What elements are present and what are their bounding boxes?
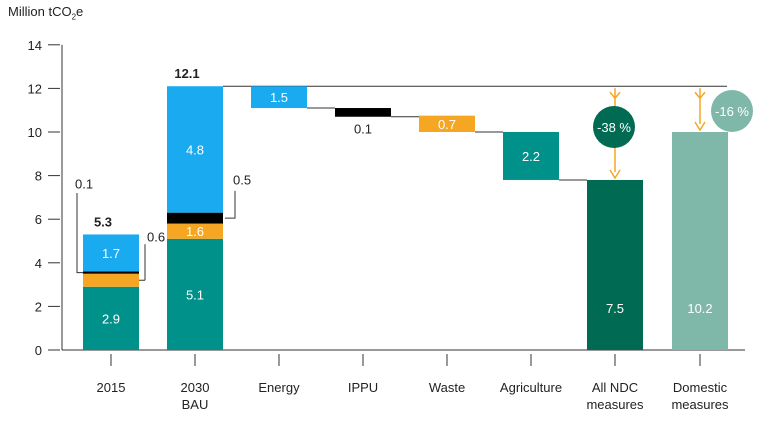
x-tick-label: BAU [182, 397, 209, 412]
x-tick-label: Domestic [673, 380, 728, 395]
arrow-head [609, 91, 621, 100]
x-tick-label: measures [671, 397, 729, 412]
arrow-head [694, 121, 706, 132]
bar-total-label: 12.1 [174, 66, 199, 81]
bar-segment-waste [167, 223, 223, 239]
data-label: 1.5 [270, 90, 288, 105]
reduction-bar-energy [251, 86, 307, 109]
x-tick-label: measures [586, 397, 644, 412]
data-label: 2.2 [522, 149, 540, 164]
y-tick-label: 10 [28, 125, 42, 140]
x-tick-label: 2030 [181, 380, 210, 395]
bar-segment-agriculture [167, 238, 223, 350]
leader-line [76, 193, 83, 274]
data-label: 7.5 [606, 301, 624, 316]
data-label: 10.2 [687, 301, 712, 316]
change-badge-label: -16 % [715, 104, 749, 119]
data-label: 2.9 [102, 311, 120, 326]
change-badge [711, 90, 753, 132]
y-tick-label: 12 [28, 81, 42, 96]
leader-line [225, 190, 236, 219]
result-bar-ndc [587, 179, 643, 350]
bar-segment-waste [83, 273, 139, 287]
data-label: 0.1 [75, 177, 93, 192]
x-tick-label: Agriculture [500, 380, 562, 395]
data-label: 0.7 [438, 117, 456, 132]
y-tick-label: 4 [35, 256, 42, 271]
change-badge [593, 106, 635, 148]
result-bar-domestic [672, 132, 728, 350]
bar-segment-ippu [83, 271, 139, 274]
x-tick-label: All NDC [592, 380, 638, 395]
data-label: 0.5 [233, 173, 251, 188]
change-badge-label: -38 % [597, 120, 631, 135]
data-label: 0.6 [147, 229, 165, 244]
y-tick-label: 6 [35, 212, 42, 227]
arrow-head [694, 91, 706, 100]
x-tick-label: IPPU [348, 380, 378, 395]
y-axis-unit-label: Million tCO2e [8, 4, 84, 22]
bar-segment-energy [83, 234, 139, 272]
bar-segment-energy [167, 86, 223, 213]
bar-segment-ippu [167, 212, 223, 224]
y-tick-label: 2 [35, 299, 42, 314]
reduction-bar-waste [419, 115, 475, 132]
bar-segment-agriculture [83, 286, 139, 350]
y-tick-label: 8 [35, 169, 42, 184]
data-label: 1.6 [186, 224, 204, 239]
data-label: 0.1 [354, 122, 372, 137]
y-tick-label: 14 [28, 38, 42, 53]
x-tick-label: Waste [429, 380, 465, 395]
arrow-head [609, 169, 621, 180]
reduction-bar-ippu [335, 108, 391, 117]
reduction-bar-agriculture [503, 132, 559, 180]
bar-total-label: 5.3 [94, 214, 112, 229]
x-tick-label: Energy [258, 380, 300, 395]
data-label: 5.1 [186, 287, 204, 302]
data-label: 4.8 [186, 142, 204, 157]
y-tick-label: 0 [35, 343, 42, 358]
data-label: 1.7 [102, 246, 120, 261]
x-tick-label: 2015 [97, 380, 126, 395]
